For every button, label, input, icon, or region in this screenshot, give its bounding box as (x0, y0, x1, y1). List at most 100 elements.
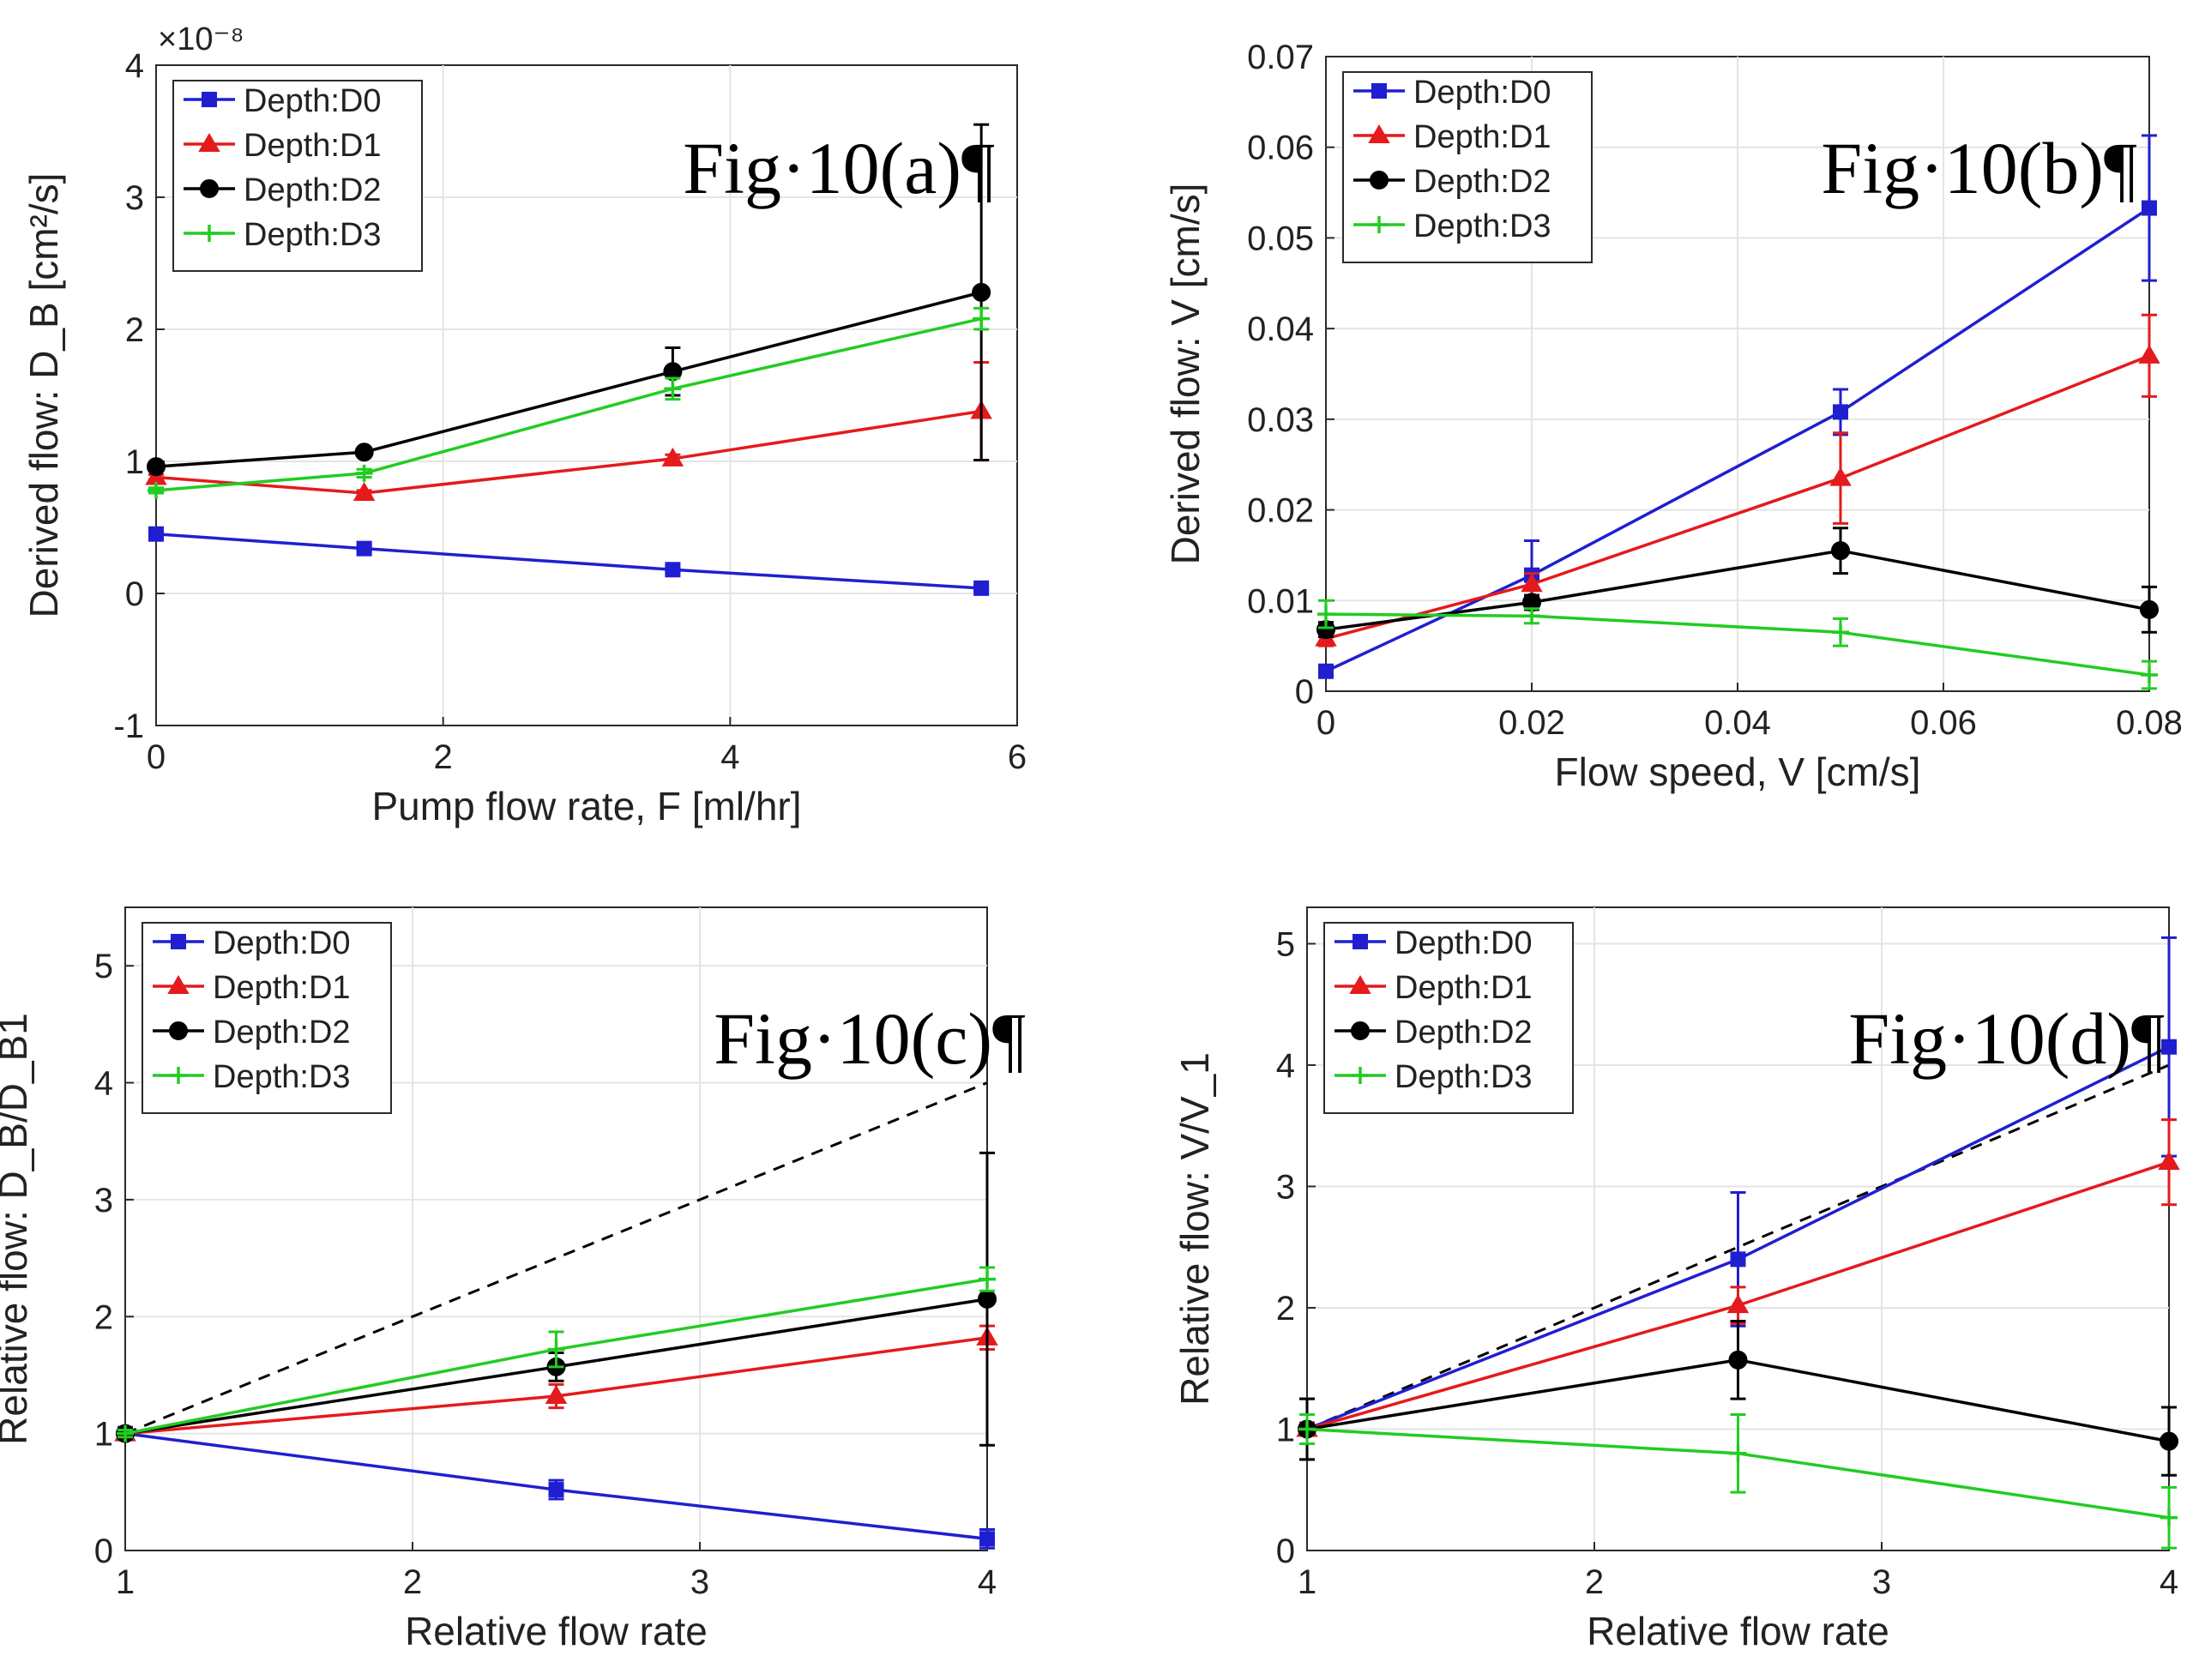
data-point (147, 457, 166, 477)
y-tick-label: 4 (125, 47, 144, 85)
x-tick-label: 1 (1298, 1563, 1316, 1601)
legend-entry: Depth:D2 (1413, 164, 1551, 200)
data-point (665, 562, 681, 578)
legend-box (1323, 922, 1574, 1114)
data-point (1726, 1294, 1750, 1314)
legend-swatch-marker (1351, 1021, 1370, 1040)
legend-entry: Depth:D2 (1395, 1015, 1533, 1051)
data-point (148, 526, 164, 542)
data-point (664, 380, 682, 398)
x-axis-label: Relative flow rate (1587, 1609, 1889, 1653)
series-depthd2 (147, 123, 991, 477)
data-point (1728, 1350, 1748, 1370)
figure-label: Fig·10(b)¶ (1821, 127, 2137, 209)
series-depthd3 (1317, 599, 2158, 690)
y-tick-label: 0 (1295, 673, 1314, 711)
data-point (352, 481, 376, 501)
y-tick-label: 2 (94, 1298, 113, 1336)
series-line (1325, 354, 2150, 641)
reference-line (1306, 1063, 2170, 1430)
series-line (155, 291, 982, 468)
legend-entry: Depth:D0 (1413, 75, 1551, 111)
figure-label: Fig·10(a)¶ (683, 127, 995, 209)
y-tick-label: 0.01 (1247, 582, 1314, 620)
series-depthd0 (148, 526, 990, 596)
y-axis-label: Derived flow: V [cm/s] (1163, 184, 1208, 565)
data-point (1730, 1251, 1746, 1268)
x-axis-label: Relative flow rate (405, 1609, 708, 1653)
data-point (1298, 1420, 1316, 1438)
legend-entry: Depth:D0 (1395, 925, 1533, 961)
data-point (1521, 573, 1543, 593)
y-exponent-label: ×10⁻⁸ (158, 21, 244, 57)
y-tick-label: 3 (1276, 1168, 1295, 1206)
data-point (2161, 1039, 2177, 1055)
data-point (117, 1424, 134, 1442)
y-axis-label: Derived flow: D_B [cm²/s] (21, 173, 66, 618)
x-tick-label: 0.04 (1704, 704, 1771, 742)
legend-entry: Depth:D3 (213, 1059, 351, 1095)
legend-swatch-marker (167, 975, 190, 994)
data-point (2158, 1151, 2180, 1171)
y-tick-label: 1 (94, 1416, 113, 1454)
legend-entry: Depth:D1 (1395, 970, 1533, 1006)
data-point (979, 1270, 996, 1288)
x-tick-label: 4 (720, 738, 739, 776)
y-tick-label: 0.02 (1247, 492, 1314, 530)
legend-swatch-marker (1352, 1067, 1369, 1084)
y-tick-label: 0.05 (1247, 220, 1314, 257)
legend-swatch-marker (201, 225, 218, 242)
data-point (1833, 404, 1848, 420)
figure-label: Fig·10(d)¶ (1848, 997, 2165, 1080)
y-tick-label: 0 (94, 1532, 113, 1570)
y-tick-label: 1 (1276, 1411, 1295, 1448)
x-tick-label: 0 (1316, 704, 1335, 742)
series-line (155, 316, 982, 492)
legend-swatch-marker (1353, 934, 1368, 949)
legend-entry: Depth:D1 (213, 970, 351, 1006)
y-tick-label: 0 (1276, 1532, 1295, 1570)
legend-swatch-marker (198, 133, 220, 152)
y-tick-label: 4 (94, 1065, 113, 1103)
legend-swatch-marker (1349, 975, 1371, 994)
legend-box (1342, 71, 1593, 263)
y-tick-label: 0.04 (1247, 310, 1314, 348)
x-tick-label: 2 (434, 738, 453, 776)
x-tick-label: 2 (1585, 1563, 1604, 1601)
data-point (2138, 344, 2160, 364)
y-tick-label: 4 (1276, 1047, 1295, 1085)
y-tick-label: 3 (94, 1182, 113, 1219)
data-point (972, 282, 991, 302)
y-tick-label: 5 (94, 948, 113, 985)
data-point (548, 1482, 564, 1498)
x-axis-label: Pump flow rate, F [ml/hr] (371, 784, 801, 828)
legend-entry: Depth:D0 (213, 925, 351, 961)
data-point (148, 481, 165, 499)
legend-swatch-marker (1371, 83, 1387, 99)
x-tick-label: 0 (147, 738, 166, 776)
legend-swatch-marker (1370, 171, 1389, 190)
data-point (356, 540, 372, 557)
legend-swatch-marker (169, 1021, 188, 1040)
y-tick-label: 0.03 (1247, 401, 1314, 439)
x-tick-label: 0.08 (2116, 704, 2183, 742)
legend-entry: Depth:D3 (244, 217, 382, 253)
data-point (354, 443, 374, 462)
y-tick-label: 1 (125, 443, 144, 481)
legend-entry: Depth:D3 (1413, 208, 1551, 244)
legend-entry: Depth:D2 (213, 1015, 351, 1051)
series-depthd3 (1298, 1413, 2178, 1550)
data-point (1729, 1444, 1747, 1462)
data-point (2142, 200, 2157, 216)
figure-label: Fig·10(c)¶ (714, 997, 1026, 1080)
data-point (973, 310, 991, 328)
data-point (1317, 605, 1334, 623)
legend-entry: Depth:D1 (244, 128, 382, 164)
data-point (1829, 467, 1852, 486)
data-point (978, 1289, 997, 1309)
series-line (1325, 207, 2150, 673)
legend-swatch-marker (171, 934, 186, 949)
